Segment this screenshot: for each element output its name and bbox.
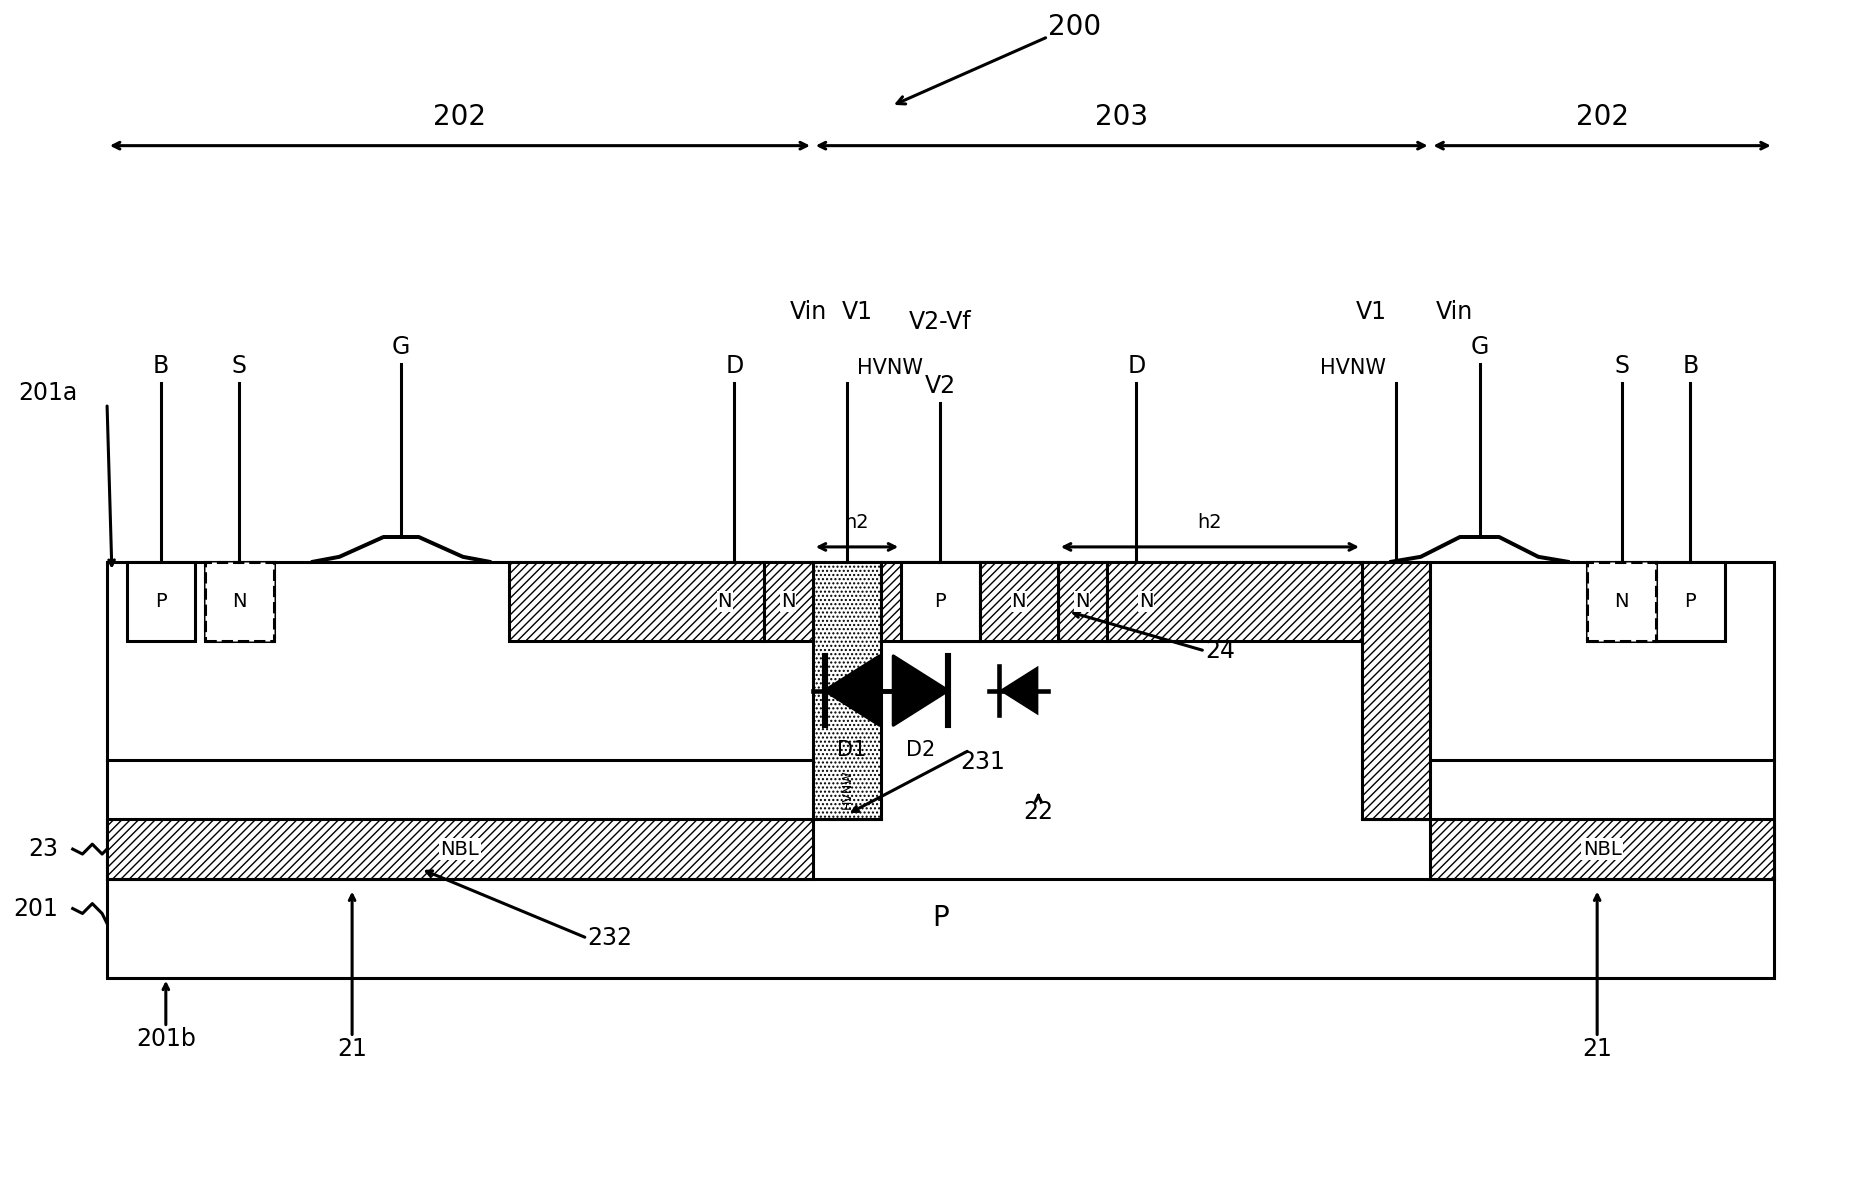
Text: Vin: Vin [1435, 300, 1472, 324]
Text: P: P [935, 592, 946, 610]
Text: 21: 21 [336, 1037, 366, 1061]
Text: 201a: 201a [19, 381, 78, 406]
Bar [204, 562, 273, 641]
Text: N: N [1075, 592, 1089, 610]
Text: N: N [1140, 592, 1153, 610]
Text: NBL: NBL [1582, 840, 1621, 859]
Text: N: N [781, 592, 796, 610]
Text: S: S [1614, 355, 1628, 379]
Text: B: B [152, 355, 169, 379]
Text: P: P [154, 592, 167, 610]
Bar [1588, 562, 1656, 641]
Text: N: N [1011, 592, 1026, 610]
Bar [812, 562, 881, 820]
Bar [126, 562, 195, 641]
Text: 24: 24 [1205, 639, 1234, 662]
Text: P: P [931, 905, 948, 932]
Text: N: N [718, 592, 732, 610]
Text: 231: 231 [959, 750, 1006, 774]
Text: V1: V1 [1355, 300, 1387, 324]
Text: N: N [232, 592, 247, 610]
Bar [1656, 562, 1725, 641]
Text: NBL: NBL [441, 840, 480, 859]
Text: D: D [1127, 355, 1145, 379]
Text: 21: 21 [1582, 1037, 1612, 1061]
Text: P: P [1684, 592, 1695, 610]
Text: D1: D1 [837, 741, 866, 761]
Text: HVNW: HVNW [1320, 358, 1387, 379]
Text: D: D [725, 355, 744, 379]
Text: Vin: Vin [790, 300, 827, 324]
Polygon shape [894, 655, 948, 725]
Text: V2-Vf: V2-Vf [909, 310, 972, 334]
Text: 201: 201 [13, 897, 58, 920]
Text: B: B [1682, 355, 1699, 379]
Text: 201b: 201b [136, 1028, 195, 1052]
Bar [1106, 562, 1363, 641]
Text: h2: h2 [844, 513, 870, 532]
Text: HVNW: HVNW [857, 358, 922, 379]
Bar [108, 820, 812, 879]
Text: G: G [1470, 335, 1489, 358]
Text: h2: h2 [1197, 513, 1221, 532]
Bar [509, 562, 764, 641]
Bar [980, 562, 1058, 641]
Bar [1363, 562, 1430, 820]
Text: 23: 23 [28, 838, 58, 861]
Text: V2: V2 [924, 374, 956, 399]
Bar [881, 562, 1058, 641]
Polygon shape [825, 655, 879, 725]
Text: N: N [1614, 592, 1628, 610]
Bar [764, 562, 812, 641]
Text: 203: 203 [1095, 103, 1149, 131]
Text: 200: 200 [1048, 13, 1101, 40]
Bar [902, 562, 980, 641]
Text: 232: 232 [587, 926, 632, 950]
Text: 202: 202 [433, 103, 487, 131]
Polygon shape [998, 666, 1039, 716]
Text: V1: V1 [842, 300, 872, 324]
Bar [1588, 562, 1656, 641]
Bar [204, 562, 273, 641]
Text: D2: D2 [905, 741, 935, 761]
Text: G: G [392, 335, 411, 358]
Text: 202: 202 [1576, 103, 1628, 131]
Text: HVNW: HVNW [840, 770, 853, 809]
Bar [1058, 562, 1106, 641]
Text: 22: 22 [1022, 800, 1054, 823]
Bar [108, 562, 1773, 978]
Text: S: S [232, 355, 247, 379]
Bar [1430, 820, 1773, 879]
